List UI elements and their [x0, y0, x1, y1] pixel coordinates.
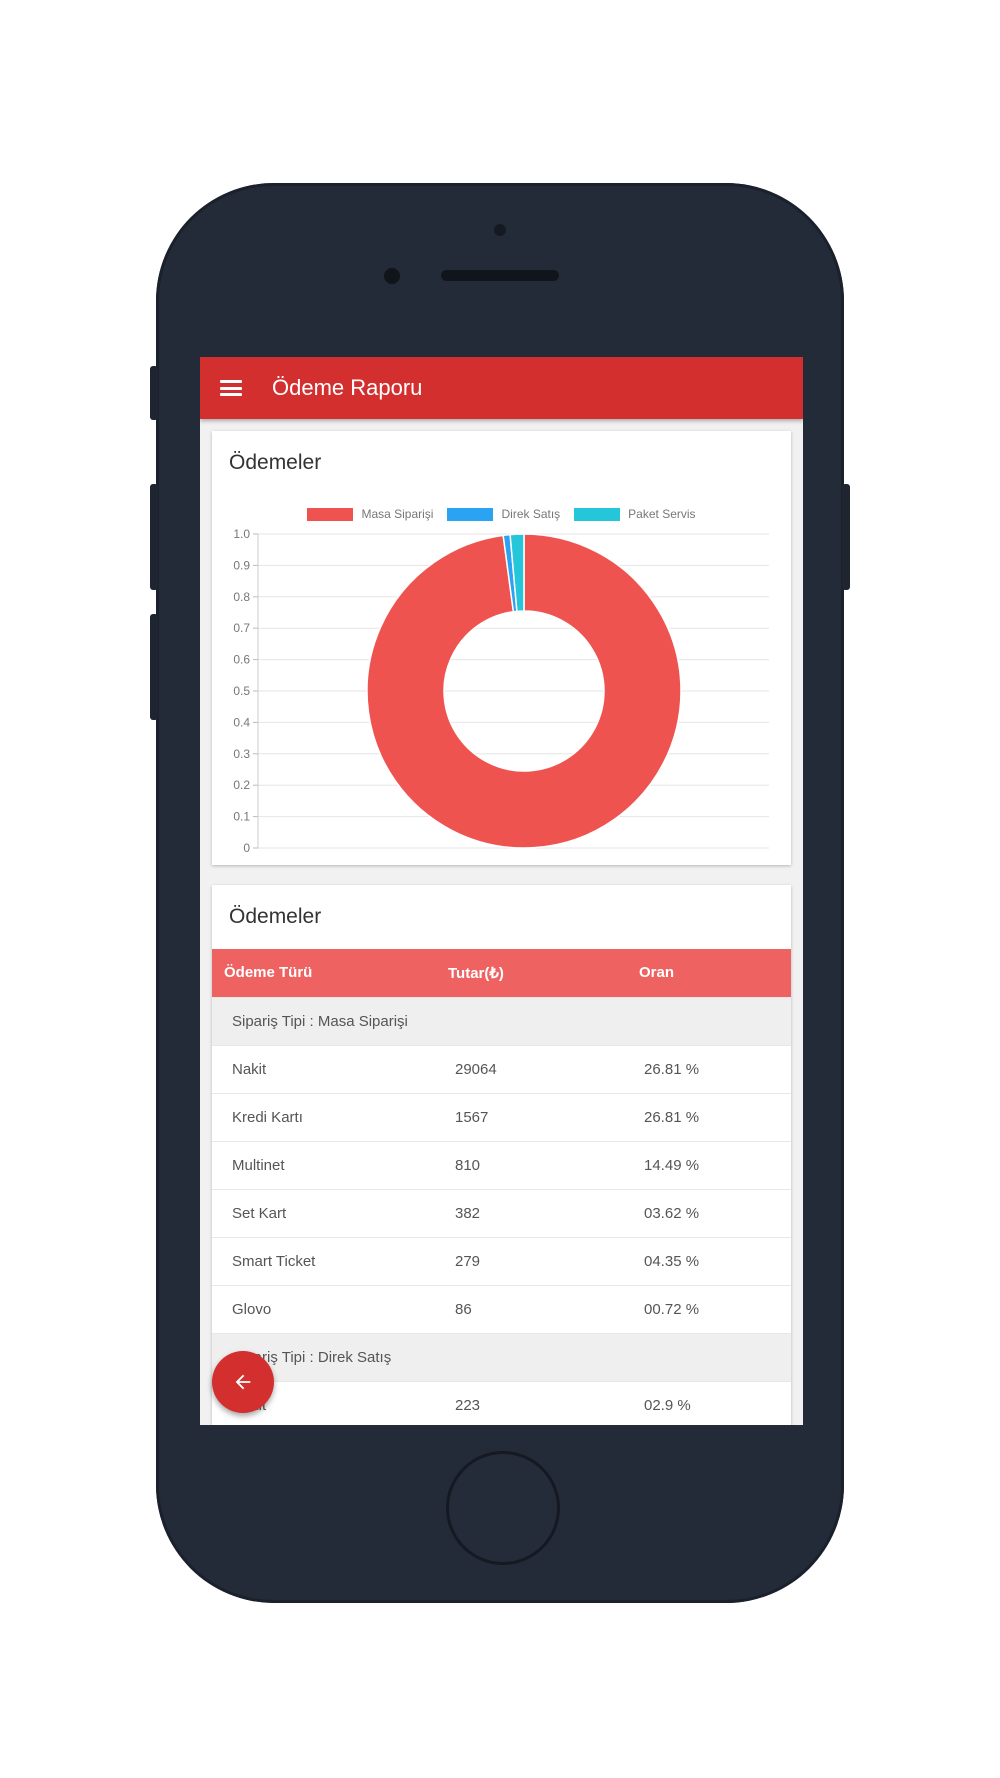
legend-label: Paket Servis [628, 507, 696, 521]
table-row[interactable]: Nakit22302.9 % [212, 1381, 791, 1425]
table-group-row[interactable]: Sipariş Tipi : Direk Satış [212, 1333, 791, 1382]
cell-payment-type: Nakit [232, 1061, 267, 1078]
y-tick-label: 0 [243, 841, 250, 855]
table-row[interactable]: Kredi Kartı 1567 26.81 % [212, 1093, 791, 1142]
y-tick-label: 0.7 [233, 621, 250, 635]
cell-amount: 29064 [455, 1061, 497, 1078]
column-header-type[interactable]: Ödeme Türü [224, 964, 313, 981]
cell-ratio: 04.35 % [644, 1253, 700, 1270]
power-button [842, 484, 850, 590]
cell-payment-type: Glovo [232, 1301, 272, 1318]
earpiece-speaker [441, 270, 559, 281]
column-header-ratio[interactable]: Oran [639, 964, 675, 981]
cell-ratio: 02.9 % [644, 1397, 691, 1414]
legend-item-direk[interactable]: Direk Satış [447, 507, 560, 521]
y-tick-label: 0.5 [233, 684, 250, 698]
table-card: Ödemeler Ödeme Türü Tutar(₺) Oran Sipari… [212, 885, 791, 1425]
app-screen: Ödeme Raporu Ödemeler Masa Siparişi Dire… [200, 357, 803, 1425]
back-button[interactable] [212, 1351, 274, 1413]
slice-masa-siparisi[interactable] [366, 533, 682, 849]
group-label: Sipariş Tipi : Masa Siparişi [232, 1013, 408, 1030]
y-tick-label: 0.8 [233, 590, 250, 604]
cell-ratio: 14.49 % [644, 1157, 700, 1174]
legend-label: Direk Satış [501, 507, 561, 521]
cell-amount: 223 [455, 1397, 481, 1414]
cell-amount: 279 [455, 1253, 481, 1270]
volume-up-button [150, 484, 158, 590]
donut-chart[interactable]: 1.0 0.9 0.8 0.7 0.6 0.5 0.4 0.3 0.2 0.1 0 [212, 431, 791, 865]
y-tick-label: 0.4 [233, 715, 250, 729]
cell-payment-type: Multinet [232, 1157, 285, 1174]
cell-payment-type: Set Kart [232, 1205, 287, 1222]
table-row[interactable]: Multinet 810 14.49 % [212, 1141, 791, 1190]
slice-paket-servis[interactable] [509, 533, 525, 613]
table-row[interactable]: Glovo 86 00.72 % [212, 1285, 791, 1334]
cell-payment-type: Smart Ticket [232, 1253, 316, 1270]
cell-ratio: 03.62 % [644, 1205, 700, 1222]
front-camera [384, 268, 400, 284]
legend-swatch [574, 507, 621, 521]
cell-amount: 810 [455, 1157, 481, 1174]
cell-payment-type: Kredi Kartı [232, 1109, 303, 1126]
group-label: Sipariş Tipi : Direk Satış [232, 1349, 392, 1366]
cell-ratio: 26.81 % [644, 1061, 700, 1078]
table-row[interactable]: Set Kart 382 03.62 % [212, 1189, 791, 1238]
home-button[interactable] [446, 1451, 560, 1565]
cell-amount: 382 [455, 1205, 481, 1222]
table-group-row[interactable]: Sipariş Tipi : Masa Siparişi [212, 997, 791, 1046]
arrow-left-icon [235, 1374, 251, 1390]
y-tick-label: 0.6 [233, 653, 250, 667]
cell-ratio: 26.81 % [644, 1109, 700, 1126]
menu-icon[interactable] [220, 380, 242, 396]
volume-down-button [150, 614, 158, 720]
legend-label: Masa Siparişi [361, 507, 434, 521]
front-sensor [494, 224, 506, 236]
table-card-title: Ödemeler [229, 905, 322, 928]
y-tick-label: 0.9 [233, 558, 250, 572]
legend-item-masa[interactable]: Masa Siparişi [307, 507, 433, 521]
table-header: Ödeme Türü Tutar(₺) Oran [212, 949, 791, 997]
y-tick-label: 1.0 [233, 527, 250, 541]
cell-ratio: 00.72 % [644, 1301, 700, 1318]
cell-amount: 1567 [455, 1109, 489, 1126]
chart-card-title: Ödemeler [229, 451, 322, 474]
table-row[interactable]: Smart Ticket 279 04.35 % [212, 1237, 791, 1286]
legend-swatch [447, 507, 494, 521]
mute-switch [150, 366, 158, 420]
legend-swatch [307, 507, 354, 521]
chart-legend[interactable]: Masa Siparişi Direk Satış Paket Servis [212, 507, 791, 521]
y-tick-label: 0.3 [233, 747, 250, 761]
chart-card: Ödemeler Masa Siparişi Direk Satış Paket… [212, 431, 791, 865]
table-row[interactable]: Nakit 29064 26.81 % [212, 1045, 791, 1094]
app-bar: Ödeme Raporu [200, 357, 803, 419]
app-title: Ödeme Raporu [272, 375, 423, 400]
y-tick-label: 0.1 [233, 810, 250, 824]
cell-amount: 86 [455, 1301, 472, 1318]
legend-item-paket[interactable]: Paket Servis [574, 507, 696, 521]
y-tick-label: 0.2 [233, 778, 250, 792]
column-header-amount[interactable]: Tutar(₺) [448, 965, 504, 982]
